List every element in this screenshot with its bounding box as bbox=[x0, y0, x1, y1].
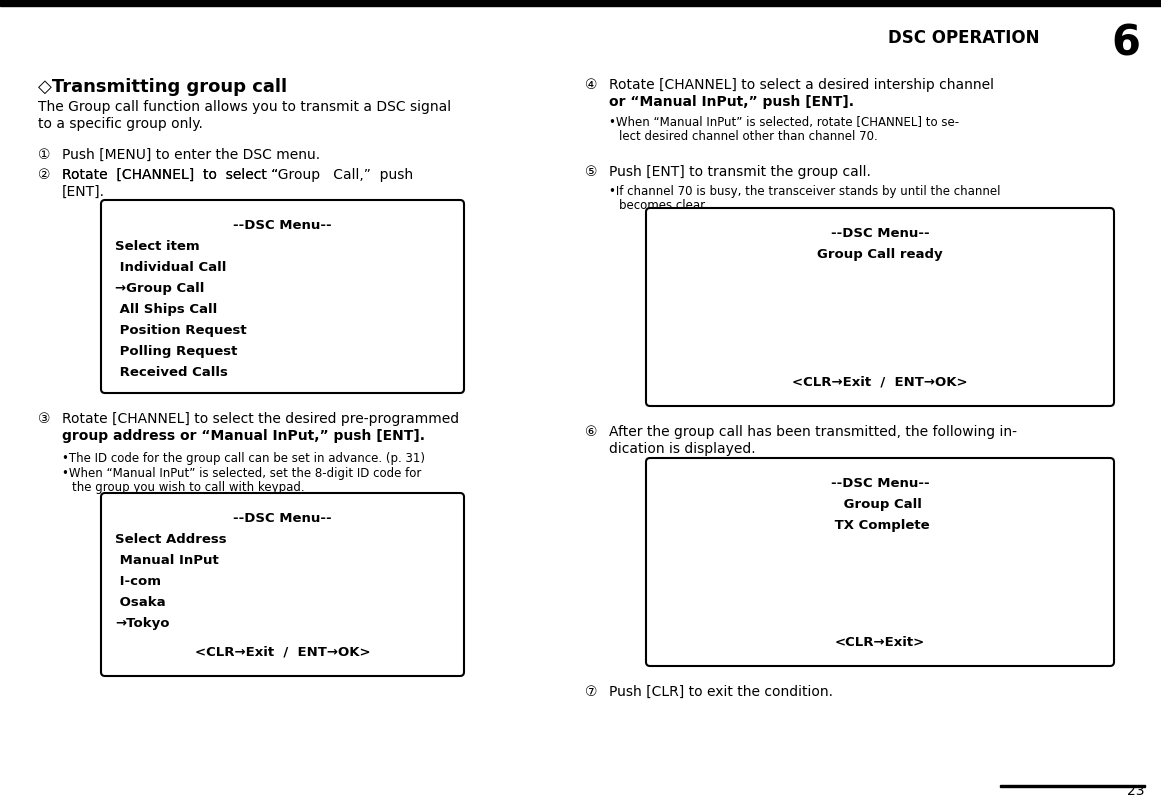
Text: ◇Transmitting group call: ◇Transmitting group call bbox=[38, 78, 287, 96]
Text: →Tokyo: →Tokyo bbox=[115, 616, 170, 630]
Text: group address or “Manual InPut,” push [ENT].: group address or “Manual InPut,” push [E… bbox=[62, 429, 425, 442]
FancyBboxPatch shape bbox=[646, 459, 1115, 666]
FancyBboxPatch shape bbox=[646, 209, 1115, 406]
Text: <CLR→Exit  /  ENT→OK>: <CLR→Exit / ENT→OK> bbox=[792, 376, 968, 389]
Text: dication is displayed.: dication is displayed. bbox=[610, 442, 756, 455]
Text: <CLR→Exit>: <CLR→Exit> bbox=[835, 635, 925, 648]
Text: [ENT].: [ENT]. bbox=[62, 185, 104, 199]
Text: After the group call has been transmitted, the following in-: After the group call has been transmitte… bbox=[610, 425, 1017, 438]
Text: ①: ① bbox=[38, 148, 50, 161]
Bar bbox=[0, 0, 1161, 7]
Text: 23: 23 bbox=[1127, 783, 1145, 797]
Text: DSC OPERATION: DSC OPERATION bbox=[888, 29, 1040, 47]
Text: Group Call: Group Call bbox=[838, 497, 922, 511]
Text: Rotate  [CHANNEL]  to  select “: Rotate [CHANNEL] to select “ bbox=[62, 168, 279, 181]
Text: ⑦: ⑦ bbox=[585, 684, 598, 698]
Text: ②: ② bbox=[38, 168, 50, 181]
Text: <CLR→Exit  /  ENT→OK>: <CLR→Exit / ENT→OK> bbox=[195, 645, 370, 658]
Text: ⑤: ⑤ bbox=[585, 165, 598, 179]
Text: TX Complete: TX Complete bbox=[830, 519, 930, 532]
Text: Rotate [CHANNEL] to select the desired pre-programmed: Rotate [CHANNEL] to select the desired p… bbox=[62, 411, 459, 426]
Text: •If channel 70 is busy, the transceiver stands by until the channel: •If channel 70 is busy, the transceiver … bbox=[610, 185, 1001, 198]
Text: Push [ENT] to transmit the group call.: Push [ENT] to transmit the group call. bbox=[610, 165, 871, 179]
Text: to a specific group only.: to a specific group only. bbox=[38, 117, 203, 131]
Text: ⑥: ⑥ bbox=[585, 425, 598, 438]
Text: Manual InPut: Manual InPut bbox=[115, 553, 218, 566]
Text: Rotate  [CHANNEL]  to  select “Group   Call,”  push: Rotate [CHANNEL] to select “Group Call,”… bbox=[62, 168, 413, 181]
Text: •When “Manual InPut” is selected, set the 8-digit ID code for: •When “Manual InPut” is selected, set th… bbox=[62, 467, 421, 479]
Text: ④: ④ bbox=[585, 78, 598, 92]
Text: 6: 6 bbox=[1111, 23, 1140, 65]
Text: Push [CLR] to exit the condition.: Push [CLR] to exit the condition. bbox=[610, 684, 832, 698]
Text: --DSC Menu--: --DSC Menu-- bbox=[233, 218, 332, 232]
Text: •The ID code for the group call can be set in advance. (p. 31): •The ID code for the group call can be s… bbox=[62, 451, 425, 464]
Text: Select Address: Select Address bbox=[115, 532, 226, 545]
Text: •When “Manual InPut” is selected, rotate [CHANNEL] to se-: •When “Manual InPut” is selected, rotate… bbox=[610, 116, 959, 128]
Text: Group Call ready: Group Call ready bbox=[817, 247, 943, 261]
Text: Push [MENU] to enter the DSC menu.: Push [MENU] to enter the DSC menu. bbox=[62, 148, 320, 161]
Text: Individual Call: Individual Call bbox=[115, 261, 226, 274]
Text: The Group call function allows you to transmit a DSC signal: The Group call function allows you to tr… bbox=[38, 100, 452, 114]
Text: --DSC Menu--: --DSC Menu-- bbox=[830, 226, 929, 240]
Text: or “Manual InPut,” push [ENT].: or “Manual InPut,” push [ENT]. bbox=[610, 95, 854, 109]
Text: Select item: Select item bbox=[115, 240, 200, 253]
Bar bbox=[1000, 785, 1145, 786]
Text: Received Calls: Received Calls bbox=[115, 365, 228, 378]
Text: Osaka: Osaka bbox=[115, 595, 166, 608]
FancyBboxPatch shape bbox=[101, 201, 464, 393]
Text: becomes clear.: becomes clear. bbox=[619, 199, 708, 212]
Text: --DSC Menu--: --DSC Menu-- bbox=[830, 476, 929, 489]
Text: Polling Request: Polling Request bbox=[115, 344, 237, 357]
Text: →Group Call: →Group Call bbox=[115, 282, 204, 295]
Text: Rotate [CHANNEL] to select a desired intership channel: Rotate [CHANNEL] to select a desired int… bbox=[610, 78, 994, 92]
Text: --DSC Menu--: --DSC Menu-- bbox=[233, 512, 332, 524]
Text: lect desired channel other than channel 70.: lect desired channel other than channel … bbox=[619, 130, 878, 143]
Text: I-com: I-com bbox=[115, 574, 161, 587]
Text: ③: ③ bbox=[38, 411, 50, 426]
FancyBboxPatch shape bbox=[101, 493, 464, 676]
Text: Position Request: Position Request bbox=[115, 324, 246, 336]
Text: the group you wish to call with keypad.: the group you wish to call with keypad. bbox=[72, 480, 304, 493]
Text: All Ships Call: All Ships Call bbox=[115, 303, 217, 316]
